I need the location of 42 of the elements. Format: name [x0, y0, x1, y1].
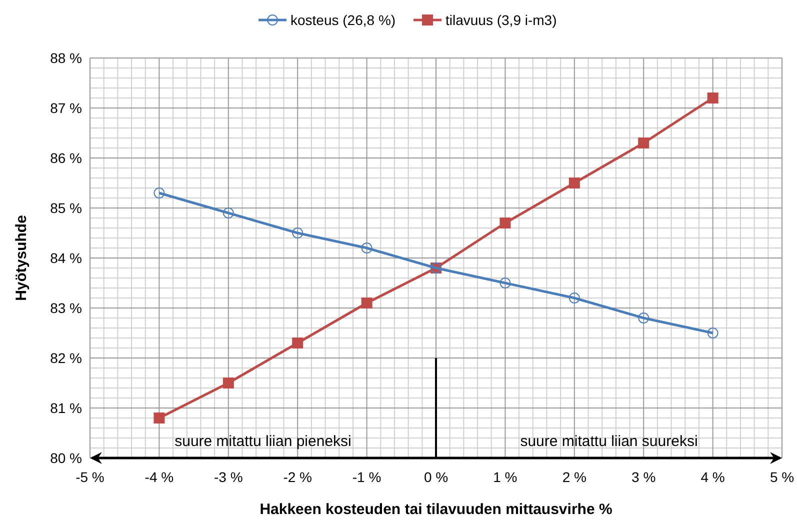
point [361, 242, 372, 254]
point [568, 178, 580, 188]
legend-label: tilavuus (3,9 i-m3) [446, 12, 557, 28]
x-tick-label: 5 % [770, 469, 794, 485]
point [568, 292, 580, 304]
point [638, 138, 650, 148]
y-tick-label: 87 % [50, 100, 82, 116]
x-tick-label: -5 % [76, 469, 104, 485]
y-tick-label: 84 % [50, 250, 82, 266]
point [222, 208, 234, 218]
point [500, 278, 511, 288]
y-tick-label: 83 % [50, 300, 82, 316]
point [154, 412, 165, 424]
point [292, 228, 304, 238]
x-tick-label: -1 % [352, 469, 382, 485]
x-tick-label: -2 % [283, 469, 312, 485]
x-tick-label: 4 % [700, 469, 725, 485]
x-tick-label: -3 % [214, 469, 243, 485]
annotation: suure mitattu liian pieneksi [174, 433, 352, 450]
point [500, 218, 511, 228]
x-tick-label: -4 % [144, 469, 174, 485]
point [707, 92, 718, 104]
y-tick-label: 85 % [50, 200, 82, 216]
y-tick-label: 81 % [50, 400, 82, 416]
y-tick-label: 80 % [50, 450, 82, 466]
y-tick-label: 82 % [50, 350, 82, 366]
x-tick-label: 1 % [493, 469, 518, 485]
point [292, 338, 304, 348]
y-tick-label: 88 % [50, 50, 82, 66]
legend-label: kosteus (26,8 %) [290, 12, 396, 28]
x-axis-title: Hakkeen kosteuden tai tilavuuden mittausvirhe % [260, 501, 612, 518]
annotation: suure mitattu liian suureksi [520, 433, 698, 450]
point [222, 378, 234, 388]
x-tick-label: 0 % [424, 469, 448, 485]
x-tick-label: 3 % [632, 469, 656, 485]
x-tick-label: 2 % [562, 469, 586, 485]
y-axis-title: Hyötysuhde [13, 215, 30, 301]
y-tick-label: 86 % [50, 150, 82, 166]
point [707, 328, 718, 338]
point [154, 188, 165, 198]
point [361, 298, 372, 308]
point [638, 312, 650, 324]
